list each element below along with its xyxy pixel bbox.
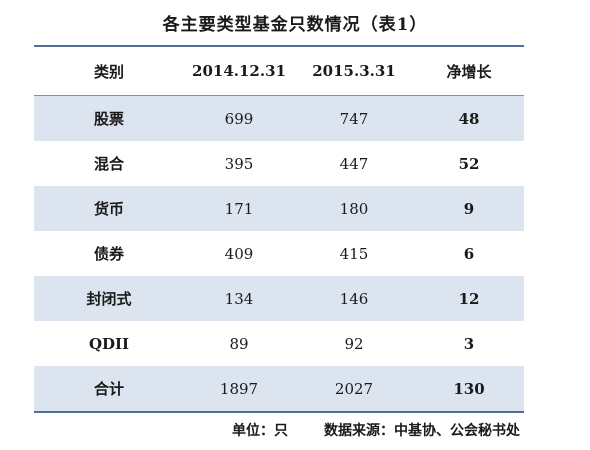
row-growth: 9 bbox=[463, 199, 475, 218]
row-value-2015: 447 bbox=[339, 154, 369, 173]
table-row: 股票 699 747 48 bbox=[34, 96, 524, 141]
header-growth: 净增长 bbox=[446, 62, 492, 81]
row-value-2015: 2027 bbox=[334, 379, 374, 398]
table-bottom-rule bbox=[34, 411, 524, 413]
row-value-2014: 171 bbox=[224, 199, 254, 218]
row-category: 封闭式 bbox=[86, 290, 132, 308]
header-category: 类别 bbox=[93, 62, 124, 81]
row-growth: 52 bbox=[458, 154, 480, 173]
table-row: 封闭式 134 146 12 bbox=[34, 276, 524, 321]
table-header-row: 类别 2014.12.31 2015.3.31 净增长 bbox=[34, 47, 524, 96]
row-growth: 3 bbox=[463, 334, 475, 353]
row-category: 债券 bbox=[93, 245, 124, 263]
row-value-2015: 747 bbox=[339, 109, 369, 128]
unit-note: 单位：只 bbox=[232, 423, 288, 439]
row-value-2015: 415 bbox=[339, 244, 369, 263]
table-row: 货币 171 180 9 bbox=[34, 186, 524, 231]
header-2014: 2014.12.31 bbox=[192, 62, 286, 80]
table-top-rule bbox=[34, 45, 524, 47]
row-value-2014: 134 bbox=[224, 289, 254, 308]
row-value-2014: 409 bbox=[224, 244, 254, 263]
row-value-2014: 395 bbox=[224, 154, 254, 173]
row-category: 货币 bbox=[93, 200, 124, 218]
table-footer: 单位：只 数据来源：中基协、公会秘书处 bbox=[232, 420, 520, 440]
row-category: 股票 bbox=[93, 110, 124, 128]
row-category: 混合 bbox=[93, 155, 124, 173]
table-row: QDII 89 92 3 bbox=[34, 321, 524, 366]
row-growth: 12 bbox=[458, 289, 480, 308]
row-growth: 130 bbox=[453, 379, 485, 398]
row-category: QDII bbox=[88, 334, 130, 353]
row-value-2015: 180 bbox=[339, 199, 369, 218]
table-row: 混合 395 447 52 bbox=[34, 141, 524, 186]
header-2015: 2015.3.31 bbox=[312, 62, 396, 80]
fund-count-table: 类别 2014.12.31 2015.3.31 净增长 股票 699 747 4… bbox=[34, 45, 524, 413]
row-value-2014: 699 bbox=[224, 109, 254, 128]
row-value-2014: 89 bbox=[229, 334, 249, 353]
row-value-2015: 146 bbox=[339, 289, 369, 308]
row-value-2015: 92 bbox=[344, 334, 364, 353]
table-row-total: 合计 1897 2027 130 bbox=[34, 366, 524, 411]
table-title: 各主要类型基金只数情况（表1） bbox=[162, 15, 428, 35]
row-growth: 6 bbox=[463, 244, 475, 263]
row-value-2014: 1897 bbox=[219, 379, 259, 398]
row-growth: 48 bbox=[458, 109, 480, 128]
row-category: 合计 bbox=[93, 380, 124, 398]
source-note: 数据来源：中基协、公会秘书处 bbox=[324, 423, 520, 439]
table-row: 债券 409 415 6 bbox=[34, 231, 524, 276]
